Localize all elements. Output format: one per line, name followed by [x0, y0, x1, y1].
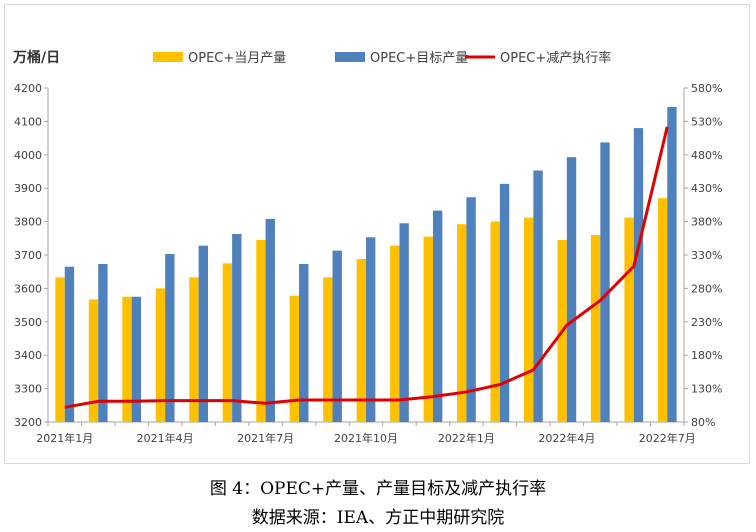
bar-target-output [165, 254, 175, 422]
bar-target-output [499, 183, 510, 422]
bar-monthly-output [390, 245, 400, 422]
left-tick-label: 3500 [14, 316, 42, 329]
bar-monthly-output [356, 259, 366, 422]
bar-monthly-output [155, 288, 166, 422]
legend-swatch [153, 52, 183, 62]
bar-target-output [366, 237, 376, 422]
right-tick-label: 580% [691, 82, 722, 95]
line-compliance-rate [64, 126, 669, 409]
left-tick-label: 3400 [14, 349, 42, 362]
x-tick-label: 2022年1月 [438, 431, 495, 445]
left-tick-label: 3900 [14, 182, 42, 195]
bar-monthly-output [490, 221, 500, 422]
legend: OPEC+当月产量 OPEC+目标产量 OPEC+减产执行率 [153, 50, 611, 66]
x-tick-label: 2021年4月 [137, 431, 194, 445]
bar-monthly-output [624, 217, 634, 422]
bar-target-output [131, 296, 142, 422]
left-tick-label: 3200 [14, 416, 42, 429]
left-tick-label: 4100 [14, 115, 42, 128]
left-tick-label: 3300 [14, 383, 42, 396]
bar-monthly-output [256, 239, 266, 422]
right-tick-label: 480% [691, 149, 722, 162]
chart-frame: 万桶/日 OPEC+当月产量 OPEC+目标产量 OPEC+减产执行率 3200 33… [4, 4, 750, 464]
bar-monthly-output [189, 277, 199, 422]
bar-monthly-output [222, 263, 233, 422]
bar-target-output [98, 264, 108, 422]
bar-target-output [232, 233, 242, 422]
x-tick-label: 2021年1月 [36, 431, 93, 445]
axes: 3200 3300 3400 3500 3600 3700 3800 3900 4000 4100… [14, 82, 722, 445]
bar-monthly-output [289, 295, 300, 422]
figure-source: 数据来源：IEA、方正中期研究院 [251, 508, 505, 528]
left-tick-label: 3800 [14, 216, 42, 229]
right-tick-label: 430% [691, 182, 722, 195]
x-tick-label: 2021年10月 [334, 431, 398, 445]
bar-monthly-output [524, 217, 534, 422]
bar-monthly-output [323, 277, 333, 422]
figure-caption: 图 4：OPEC+产量、产量目标及减产执行率 [209, 479, 547, 499]
left-tick-label: 3700 [14, 249, 42, 262]
bar-target-output [466, 197, 476, 422]
bar-monthly-output [122, 296, 132, 422]
bar-target-output [600, 142, 610, 422]
bar-target-output [198, 245, 208, 422]
right-tick-label: 280% [691, 282, 722, 295]
bar-monthly-output [88, 299, 99, 422]
bar-target-output [332, 250, 342, 422]
right-tick-label: 130% [691, 383, 722, 396]
left-tick-label: 3600 [14, 282, 42, 295]
bar-monthly-output [55, 277, 65, 422]
bars [55, 107, 677, 422]
x-tick-label: 2022年4月 [538, 431, 595, 445]
bar-target-output [432, 210, 443, 422]
right-tick-label: 80% [691, 416, 715, 429]
bar-target-output [299, 264, 309, 422]
bar-target-output [265, 218, 275, 422]
bar-monthly-output [423, 236, 433, 422]
line-series [64, 126, 669, 409]
bar-target-output [399, 223, 409, 422]
left-tick-label: 4200 [14, 82, 42, 95]
bar-target-output [566, 157, 577, 422]
legend-label: OPEC+当月产量 [188, 51, 286, 66]
right-tick-label: 330% [691, 249, 722, 262]
right-tick-label: 380% [691, 216, 722, 229]
legend-label: OPEC+减产执行率 [500, 50, 611, 66]
bar-monthly-output [457, 224, 467, 422]
bar-target-output [633, 128, 644, 422]
chart-svg: 万桶/日 OPEC+当月产量 OPEC+目标产量 OPEC+减产执行率 3200 33… [12, 49, 722, 445]
legend-swatch [335, 52, 365, 62]
legend-label: OPEC+目标产量 [370, 51, 468, 66]
bar-target-output [533, 170, 543, 422]
right-tick-label: 230% [691, 316, 722, 329]
bar-monthly-output [590, 234, 601, 422]
right-tick-label: 530% [691, 115, 722, 128]
left-tick-label: 4000 [14, 149, 42, 162]
right-tick-label: 180% [691, 349, 722, 362]
x-tick-label: 2022年7月 [639, 431, 696, 445]
bar-target-output [667, 107, 677, 422]
y-axis-unit-label: 万桶/日 [12, 49, 60, 66]
x-tick-label: 2021年7月 [237, 431, 294, 445]
bar-monthly-output [657, 198, 668, 422]
bar-target-output [64, 266, 75, 422]
